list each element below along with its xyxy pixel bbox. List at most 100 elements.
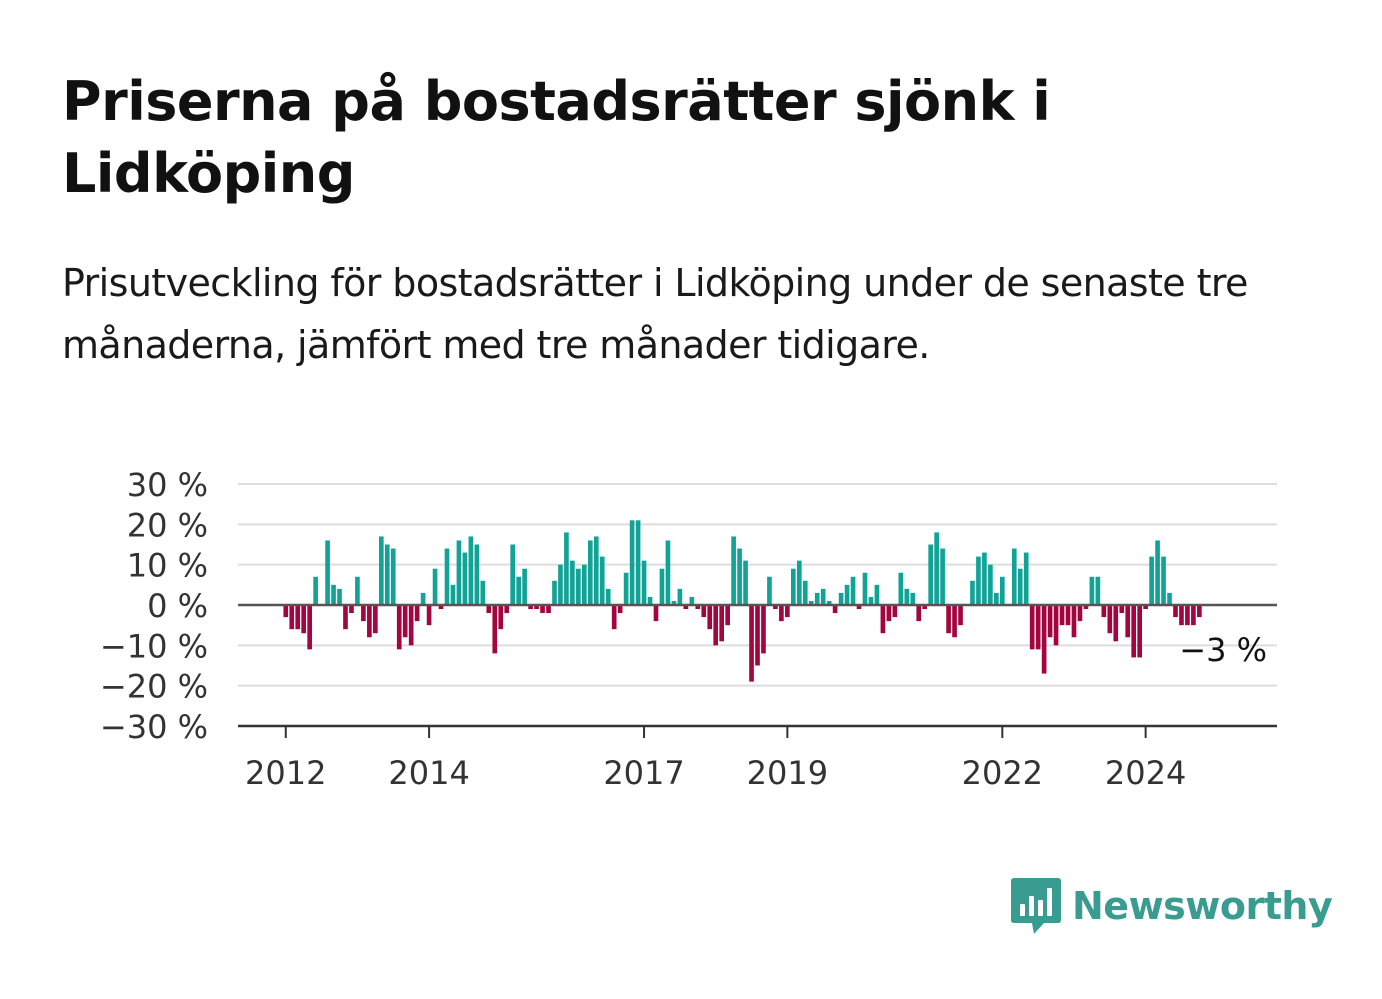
last-value-label: −3 % [1179,631,1267,669]
bar [749,605,754,682]
bar [808,600,814,605]
bar [737,548,742,605]
bar [1017,568,1023,605]
x-tick-label: 2019 [747,754,828,792]
bar [755,605,760,666]
bar [384,544,390,605]
x-tick-label: 2024 [1105,754,1186,792]
bar [731,536,736,605]
bar [1035,605,1041,650]
bar [880,605,886,634]
bar [307,605,312,650]
bar [940,548,945,605]
bars [283,520,1202,682]
bar [420,592,426,605]
bar [701,605,707,618]
axes [238,603,1277,738]
bar [653,605,659,622]
bar [874,584,880,605]
bar [498,605,504,630]
bar [922,605,928,610]
bar [898,572,904,605]
bar [862,572,868,605]
bar [844,584,850,605]
bar [522,568,527,605]
bar [295,605,301,630]
bar [1041,605,1047,674]
bar [468,536,474,605]
bar [1095,576,1101,605]
bar [408,605,414,646]
bar [1131,605,1137,658]
bar [683,605,689,610]
bar [402,605,408,638]
bar [1161,556,1166,605]
bar [689,596,695,605]
bar [617,605,623,614]
bar [826,600,832,605]
bar [1191,605,1196,626]
bar [432,568,438,605]
bar [719,605,725,642]
bar [337,588,342,605]
bar [456,540,462,605]
bar [1119,605,1125,614]
x-tick-label: 2022 [962,754,1043,792]
bar [886,605,892,622]
chart-title: Priserna på bostadsrätter sjönk i Lidköp… [62,70,1051,205]
bar [1077,605,1083,622]
axis-labels: 30 %20 %10 %0 %−10 %−20 %−30 % 2012 2014 20… [100,466,1267,792]
bar [605,588,611,605]
bar [892,605,898,618]
bar [492,605,498,654]
bar [1053,605,1059,646]
bar [999,576,1005,605]
bar [695,605,701,610]
bar [1155,540,1160,605]
bar [516,576,521,605]
bar [552,580,557,605]
bar [587,540,593,605]
bar [486,605,492,614]
x-tick-label: 2012 [245,754,326,792]
y-tick-label: −30 % [100,708,208,746]
bar [934,532,939,605]
brand-logo: Newsworthy [1010,876,1333,936]
bar [474,544,480,605]
bar [1185,605,1190,626]
y-tick-label: 20 % [127,506,208,544]
bar [629,520,635,605]
bar [635,520,641,605]
bar [355,576,360,605]
bar [1137,605,1142,658]
bar [534,605,539,610]
bar [378,536,384,605]
bar [373,605,378,634]
bar [599,556,605,605]
bar [832,605,838,614]
y-tick-label: 0 % [147,587,208,625]
bar [1173,605,1178,618]
bar [480,580,486,605]
bar [946,605,951,634]
bar [976,556,981,605]
bar [1143,605,1148,610]
bar [510,544,516,605]
bar [1107,605,1113,634]
bar [1113,605,1119,642]
bar [1089,576,1095,605]
bar [361,605,366,622]
bar [301,605,307,634]
bar [450,584,456,605]
newsworthy-logo-icon [1011,878,1061,934]
bar [916,605,922,622]
bar [1167,592,1172,605]
bar [349,605,354,614]
bar [856,605,862,610]
y-tick-label: 30 % [127,466,208,504]
bar [564,532,569,605]
bar [779,605,784,622]
bar [820,588,826,605]
bar [1125,605,1131,638]
bar [343,605,348,630]
